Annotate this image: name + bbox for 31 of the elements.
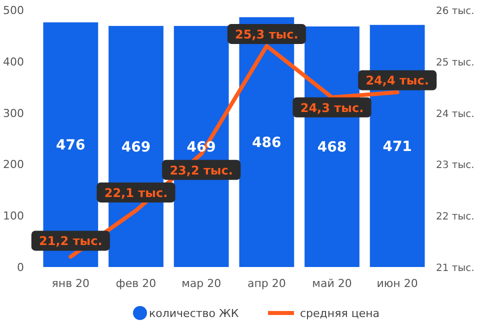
data-label: 486 [252, 135, 282, 152]
y2-tick-label: 21 тыс. [436, 263, 474, 274]
data-label: 468 [317, 140, 347, 156]
data-label: 21,2 тыс. [39, 234, 102, 248]
y2-tick-label: 24 тыс. [436, 108, 474, 120]
legend-label: количество ЖК [149, 307, 239, 320]
x-tick-label: мар 20 [182, 277, 222, 290]
data-label: 25,3 тыс. [235, 27, 298, 42]
legend-label: средняя цена [300, 307, 380, 320]
data-label: 471 [382, 138, 412, 155]
x-tick-label: июн 20 [376, 277, 418, 290]
y2-tick-label: 22 тыс. [436, 212, 474, 223]
x-tick-label: апр 20 [247, 277, 286, 290]
x-tick-label: фев 20 [116, 277, 156, 290]
y-tick-label: 100 [3, 210, 24, 223]
data-label: 24,4 тыс. [366, 74, 429, 88]
y-tick-label: 400 [3, 55, 24, 68]
y-tick-label: 0 [17, 261, 24, 274]
x-tick-label: янв 20 [52, 277, 90, 290]
x-tick-label: май 20 [312, 277, 352, 290]
data-label: 22,1 тыс. [104, 186, 168, 200]
y2-tick-label: 26 тыс. [436, 6, 474, 17]
data-label: 24,3 тыс. [300, 100, 364, 115]
data-label: 23,2 тыс. [170, 163, 233, 178]
y2-tick-label: 25 тыс. [436, 57, 474, 68]
data-label: 469 [121, 139, 151, 156]
y-tick-label: 200 [3, 158, 24, 172]
data-label: 476 [56, 138, 86, 154]
y-tick-label: 300 [3, 106, 24, 120]
y-tick-label: 500 [3, 4, 24, 17]
y2-tick-label: 23 тыс. [436, 160, 474, 172]
